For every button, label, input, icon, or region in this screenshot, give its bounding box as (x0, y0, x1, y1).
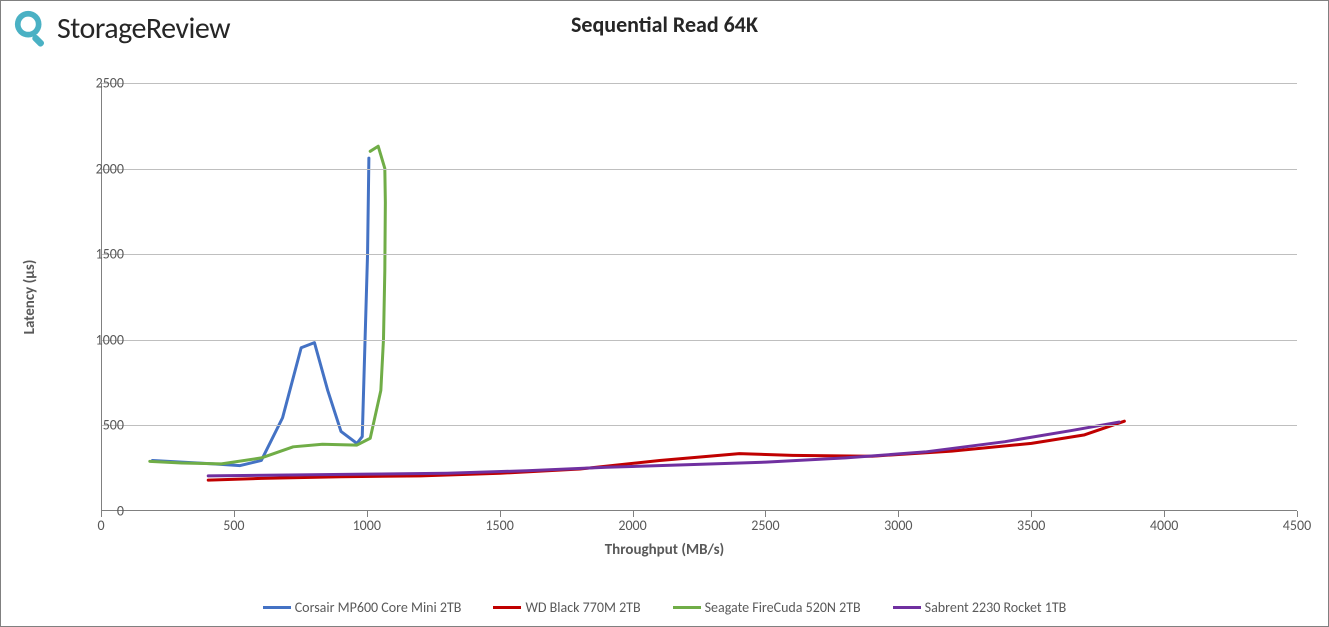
x-tick-label: 500 (223, 517, 244, 534)
legend-item: Corsair MP600 Core Mini 2TB (263, 599, 462, 616)
x-tick-label: 4500 (1283, 517, 1311, 534)
gridline (102, 425, 1297, 426)
legend-item: Seagate FireCuda 520N 2TB (673, 599, 861, 616)
y-tick-label: 2000 (74, 160, 124, 177)
legend-label: Corsair MP600 Core Mini 2TB (295, 599, 462, 616)
x-tick-label: 3500 (1017, 517, 1045, 534)
gridline (102, 169, 1297, 170)
chart-lines (102, 83, 1297, 510)
chart-container: StorageReview Sequential Read 64K Latenc… (0, 0, 1329, 627)
legend-swatch (673, 606, 701, 609)
x-tick-label: 1000 (353, 517, 381, 534)
chart-title: Sequential Read 64K (1, 11, 1328, 38)
x-tick-label: 3000 (884, 517, 912, 534)
y-tick-label: 1500 (74, 246, 124, 263)
x-tick-label: 1500 (485, 517, 513, 534)
x-axis-label: Throughput (MB/s) (1, 541, 1328, 559)
series-line (152, 158, 368, 465)
series-line (150, 146, 386, 464)
legend: Corsair MP600 Core Mini 2TB WD Black 770M… (1, 599, 1328, 616)
legend-item: WD Black 770M 2TB (493, 599, 640, 616)
legend-item: Sabrent 2230 Rocket 1TB (893, 599, 1067, 616)
x-tick-label: 2500 (751, 517, 779, 534)
legend-label: Sabrent 2230 Rocket 1TB (925, 599, 1067, 616)
y-tick-label: 2500 (74, 75, 124, 92)
legend-label: Seagate FireCuda 520N 2TB (705, 599, 861, 616)
legend-swatch (263, 606, 291, 609)
x-tick-label: 4000 (1150, 517, 1178, 534)
legend-label: WD Black 770M 2TB (525, 599, 640, 616)
gridline (102, 254, 1297, 255)
legend-swatch (893, 606, 921, 609)
gridline (102, 340, 1297, 341)
y-tick-label: 1000 (74, 331, 124, 348)
series-line (208, 421, 1124, 480)
y-tick-label: 500 (74, 417, 124, 434)
plot-area (101, 83, 1297, 511)
gridline (102, 83, 1297, 84)
legend-swatch (493, 606, 521, 609)
y-axis-label: Latency (µs) (21, 260, 39, 335)
x-tick-label: 0 (97, 517, 104, 534)
x-tick-label: 2000 (618, 517, 646, 534)
